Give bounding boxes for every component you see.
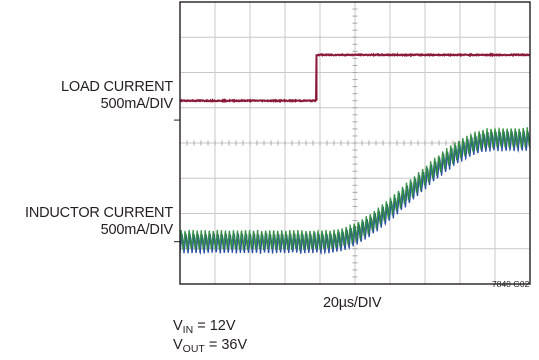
x-axis-label: 20µs/DIV	[323, 295, 382, 311]
load-current-label: LOAD CURRENT 500mA/DIV	[61, 79, 173, 113]
inductor-current-name: INDUCTOR CURRENT	[25, 205, 173, 221]
load-current-trace	[179, 52, 531, 104]
inductor-current-scale: 500mA/DIV	[100, 222, 174, 238]
oscilloscope-plot	[174, 1, 531, 285]
vin-value: = 12V	[193, 318, 236, 334]
inductor-current-label: INDUCTOR CURRENT 500mA/DIV	[25, 205, 173, 239]
figure-code: 7840 G02	[492, 279, 530, 289]
inductor-current-trace-green	[179, 127, 531, 252]
vin-condition: VIN = 12V	[173, 318, 236, 339]
load-current-name: LOAD CURRENT	[61, 79, 173, 95]
vout-value: = 36V	[204, 337, 248, 353]
vout-symbol: V	[173, 337, 183, 353]
load-current-scale: 500mA/DIV	[100, 96, 174, 112]
vin-symbol: V	[173, 318, 183, 334]
vout-subscript: OUT	[182, 343, 205, 355]
vout-condition: VOUT = 36V	[173, 337, 247, 358]
grid	[180, 2, 530, 284]
traces	[179, 52, 531, 256]
plot-frame	[179, 1, 531, 285]
vin-subscript: IN	[182, 324, 194, 336]
